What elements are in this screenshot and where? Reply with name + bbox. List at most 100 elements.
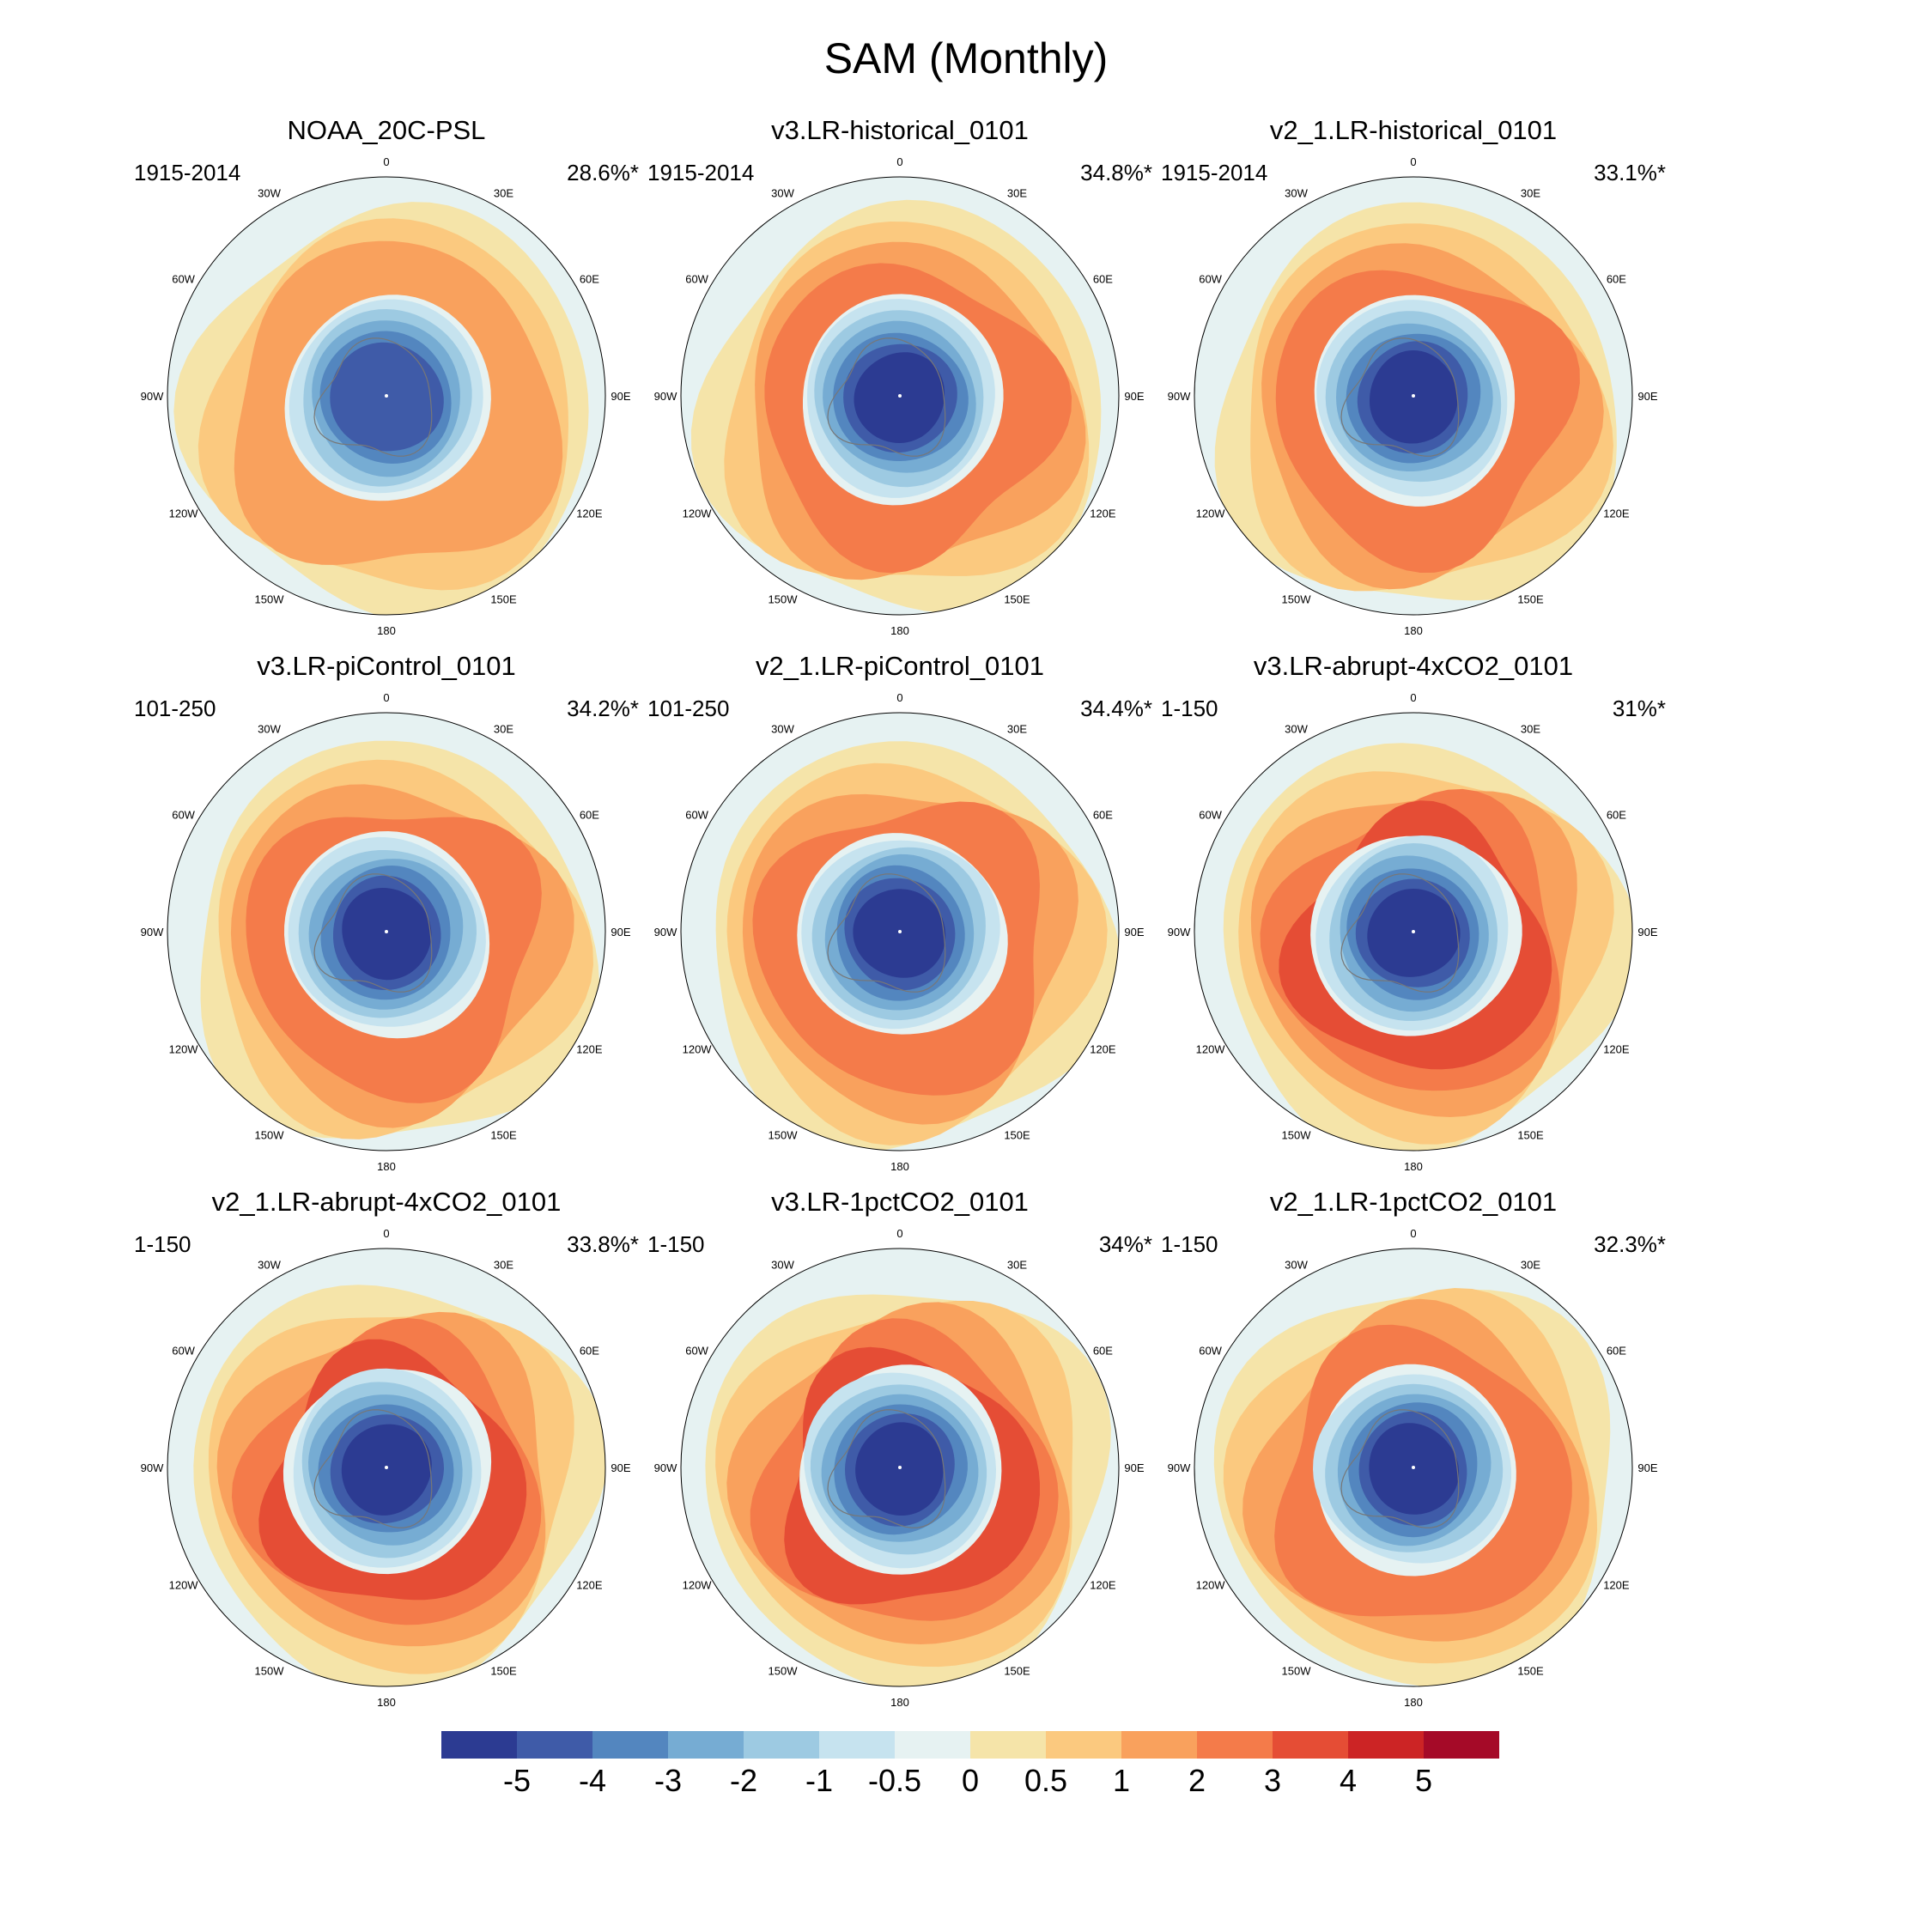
coastline xyxy=(313,873,433,993)
longitude-label: 150W xyxy=(255,592,285,605)
longitude-label: 30W xyxy=(771,187,794,200)
panel-title: v3.LR-1pctCO2_0101 xyxy=(771,1187,1029,1217)
explained-variance-label: 28.6%* xyxy=(567,160,639,185)
colorbar-swatch xyxy=(1424,1731,1500,1759)
coastline xyxy=(313,337,433,457)
longitude-label: 90E xyxy=(611,390,630,403)
panel-title: NOAA_20C-PSL xyxy=(287,115,486,145)
map-boundary xyxy=(167,176,606,616)
south-pole-marker xyxy=(1412,394,1415,398)
longitude-label: 60E xyxy=(1093,809,1113,822)
polar-map: 0 30E 60E 90E 120E 150E 180 150W 120W 90W 60W 30W xyxy=(654,155,1145,637)
panel-title: v2_1.LR-historical_0101 xyxy=(1269,115,1558,145)
south-pole-marker xyxy=(898,1466,902,1469)
colorbar-swatch xyxy=(668,1731,744,1759)
longitude-label: 90W xyxy=(1168,926,1191,939)
colorbar-tick-label: -2 xyxy=(729,1763,757,1798)
longitude-label: 120W xyxy=(169,1579,199,1592)
longitude-label: 0 xyxy=(1410,691,1416,704)
colorbar-swatch xyxy=(441,1731,518,1759)
longitude-label: 60W xyxy=(172,1345,195,1358)
explained-variance-label: 34.8%* xyxy=(1080,160,1152,185)
polar-map: 0 30E 60E 90E 120E 150E 180 150W 120W 90W 60W 30W xyxy=(141,155,631,637)
longitude-label: 30W xyxy=(258,187,281,200)
explained-variance-label: 31%* xyxy=(1612,696,1666,721)
longitude-label: 30W xyxy=(1285,187,1308,200)
longitude-label: 30E xyxy=(1007,187,1027,200)
longitude-label: 30E xyxy=(494,1259,513,1272)
longitude-label: 150W xyxy=(255,1128,285,1141)
colorbar-swatch xyxy=(1348,1731,1425,1759)
longitude-label: 60W xyxy=(1199,273,1222,286)
longitude-label: 120E xyxy=(1603,1579,1630,1592)
longitude-label: 180 xyxy=(1404,1696,1423,1709)
panel-title: v2_1.LR-1pctCO2_0101 xyxy=(1269,1187,1558,1217)
longitude-label: 90E xyxy=(1124,390,1144,403)
colorbar-swatch xyxy=(895,1731,971,1759)
longitude-label: 60W xyxy=(685,273,708,286)
period-label: 101-250 xyxy=(647,696,730,721)
longitude-label: 60W xyxy=(685,809,708,822)
longitude-label: 120E xyxy=(1603,507,1630,520)
longitude-label: 120E xyxy=(1090,507,1116,520)
longitude-label: 90W xyxy=(1168,1461,1191,1474)
longitude-label: 90W xyxy=(141,390,164,403)
longitude-label: 60E xyxy=(580,1345,599,1358)
longitude-label: 90E xyxy=(1124,1461,1144,1474)
contour-fill xyxy=(342,888,432,981)
longitude-label: 90E xyxy=(1637,926,1657,939)
longitude-label: 150W xyxy=(255,1664,285,1677)
longitude-label: 30E xyxy=(1007,723,1027,736)
colorbar-swatch xyxy=(592,1731,669,1759)
polar-map: 0 30E 60E 90E 120E 150E 180 150W 120W 90W 60W 30W xyxy=(1168,155,1658,637)
colorbar-tick-label: 0.5 xyxy=(1024,1763,1068,1798)
colorbar-tick-label: 5 xyxy=(1414,1763,1433,1798)
map-boundary xyxy=(680,712,1120,1151)
longitude-label: 120W xyxy=(169,1043,199,1056)
longitude-label: 90E xyxy=(1637,390,1657,403)
longitude-label: 60E xyxy=(1093,273,1113,286)
longitude-label: 120W xyxy=(683,1579,713,1592)
colorbar-swatches xyxy=(441,1731,1500,1759)
longitude-label: 180 xyxy=(377,624,396,637)
colorbar-tick-label: 3 xyxy=(1263,1763,1282,1798)
longitude-label: 0 xyxy=(383,1227,389,1240)
longitude-label: 90W xyxy=(141,926,164,939)
longitude-label: 150E xyxy=(490,1664,517,1677)
south-pole-marker xyxy=(898,394,902,398)
longitude-label: 30E xyxy=(1521,187,1540,200)
colorbar-tick-label: -5 xyxy=(502,1763,531,1798)
south-pole-marker xyxy=(1412,930,1415,933)
longitude-label: 0 xyxy=(896,155,902,168)
longitude-label: 90E xyxy=(1124,926,1144,939)
colorbar-tick-label: -4 xyxy=(578,1763,606,1798)
longitude-label: 150E xyxy=(490,592,517,605)
polar-map: 0 30E 60E 90E 120E 150E 180 150W 120W 90W 60W 30W xyxy=(654,1227,1145,1709)
colorbar-tick-label: -0.5 xyxy=(867,1763,922,1798)
colorbar-swatch xyxy=(970,1731,1047,1759)
longitude-label: 120E xyxy=(576,507,603,520)
map-boundary xyxy=(167,712,606,1151)
longitude-label: 60E xyxy=(1607,809,1626,822)
longitude-label: 0 xyxy=(1410,155,1416,168)
panel-title: v3.LR-piControl_0101 xyxy=(257,651,516,681)
longitude-label: 150W xyxy=(1282,1664,1312,1677)
colorbar-swatch xyxy=(1197,1731,1273,1759)
longitude-label: 90E xyxy=(1637,1461,1657,1474)
colorbar-tick-label: 1 xyxy=(1112,1763,1131,1798)
longitude-label: 150E xyxy=(1004,1128,1030,1141)
map-panel: v3.LR-piControl_0101 101-250 34.2%* 0 30E 60E… xyxy=(64,651,708,1183)
colorbar-swatch xyxy=(1273,1731,1349,1759)
map-panel: v2_1.LR-piControl_0101 101-250 34.4%* 0 30E 6… xyxy=(578,651,1222,1183)
longitude-label: 60W xyxy=(172,273,195,286)
longitude-label: 60W xyxy=(1199,809,1222,822)
longitude-label: 90E xyxy=(611,1461,630,1474)
explained-variance-label: 32.3%* xyxy=(1594,1231,1666,1257)
colorbar xyxy=(441,1731,1500,1759)
colorbar-tick-labels: -5 -4 -3 -2 -1 -0.5 0 0.5 1 2 3 4 5 xyxy=(0,1762,1932,1805)
colorbar-swatch xyxy=(819,1731,896,1759)
longitude-label: 120E xyxy=(1603,1043,1630,1056)
longitude-label: 180 xyxy=(1404,624,1423,637)
map-boundary xyxy=(1194,712,1633,1151)
longitude-label: 120E xyxy=(1090,1043,1116,1056)
